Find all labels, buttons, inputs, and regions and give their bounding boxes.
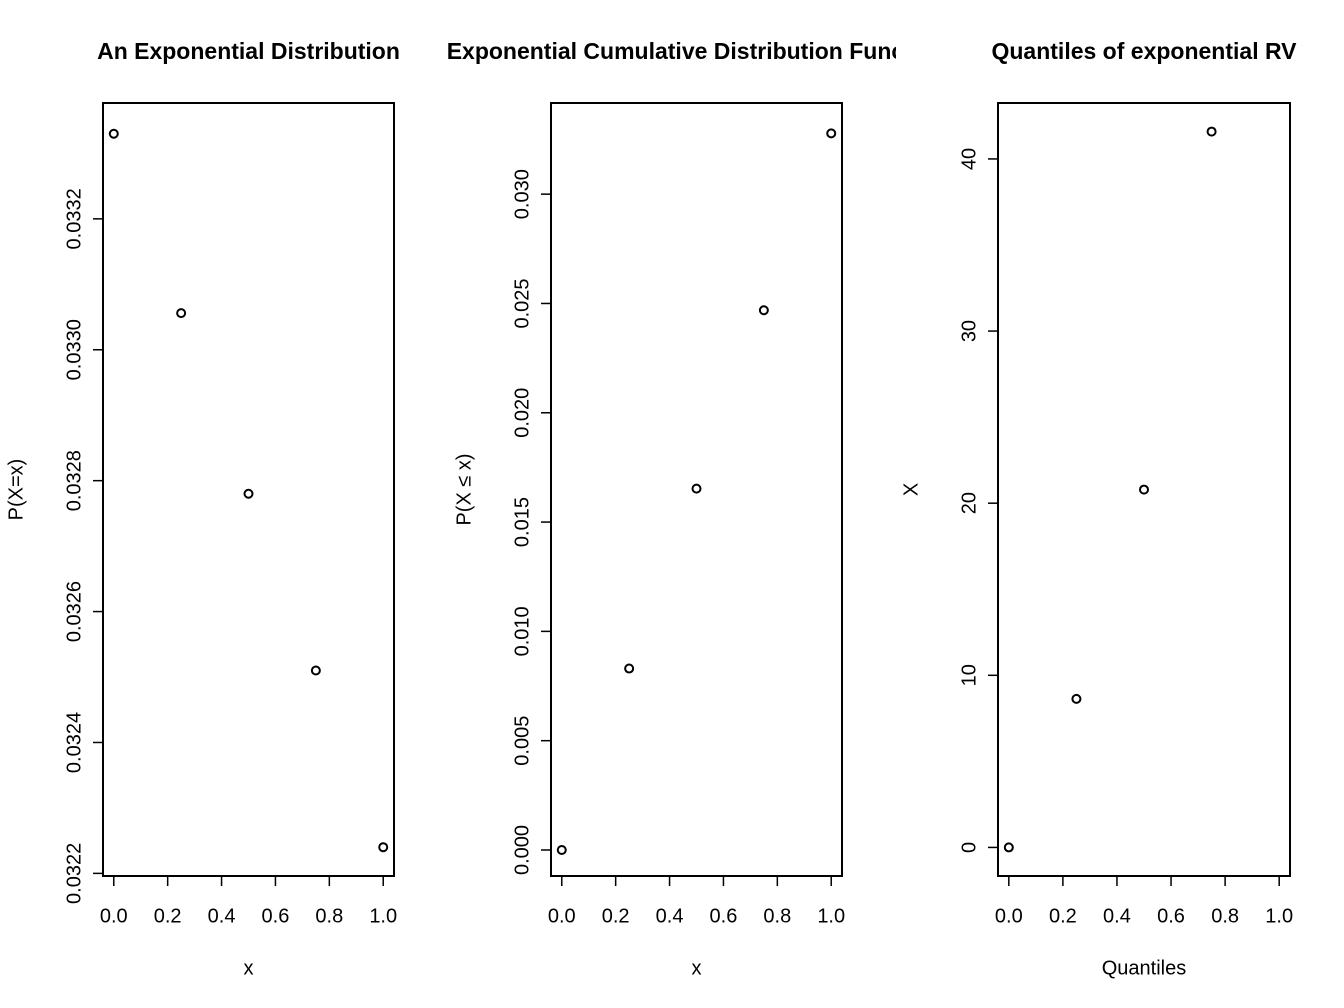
x-tick-label: 0.6 <box>262 905 290 927</box>
point <box>1071 693 1082 704</box>
x-tick-label: 1.0 <box>369 905 397 927</box>
point <box>691 483 702 494</box>
y-tick-label: 0.0332 <box>63 188 85 249</box>
y-axis-label: X <box>900 483 922 496</box>
y-tick-label: 20 <box>958 492 980 514</box>
point <box>624 663 635 674</box>
x-tick-label: 1.0 <box>1265 905 1293 927</box>
point <box>1206 126 1217 137</box>
x-axis-label: x <box>244 957 254 979</box>
y-axis-label: P(X=x) <box>5 459 27 521</box>
panel-title: An Exponential Distribution <box>97 38 400 64</box>
panel-title: Quantiles of exponential RV <box>991 38 1297 64</box>
x-tick-label: 0.6 <box>710 905 738 927</box>
y-tick-label: 40 <box>958 148 980 170</box>
x-axis-label: x <box>692 957 702 979</box>
point <box>108 128 119 139</box>
point <box>1139 484 1149 495</box>
y-tick-label: 0 <box>958 842 980 853</box>
y-tick-label: 0.015 <box>511 497 533 547</box>
y-tick-label: 30 <box>958 320 980 342</box>
plot-box <box>102 102 395 877</box>
x-tick-label: 0.2 <box>1049 905 1077 927</box>
point <box>310 665 321 676</box>
panel: An Exponential Distribution x P(X=x) 0.0 0.2… <box>5 38 400 979</box>
x-tick-label: 0.8 <box>763 905 791 927</box>
x-tick-label: 0.4 <box>1103 905 1131 927</box>
point <box>826 128 837 139</box>
y-tick-label: 0.0324 <box>63 712 85 773</box>
x-tick-label: 0.8 <box>315 905 343 927</box>
panel: Exponential Cumulative Distribution Func… <box>447 38 947 979</box>
y-tick-label: 0.030 <box>511 169 533 219</box>
x-tick-label: 0.0 <box>548 905 576 927</box>
x-tick-label: 0.2 <box>154 905 182 927</box>
point <box>758 305 769 316</box>
y-tick-label: 0.0328 <box>63 450 85 511</box>
point <box>556 844 567 855</box>
y-tick-label: 0.0322 <box>63 843 85 904</box>
x-tick-label: 0.6 <box>1157 905 1185 927</box>
y-axis-label: P(X ≤ x) <box>453 453 475 525</box>
y-tick-label: 0.005 <box>511 716 533 766</box>
y-tick-label: 10 <box>958 664 980 686</box>
y-tick-label: 0.000 <box>511 825 533 875</box>
x-tick-label: 0.4 <box>208 905 236 927</box>
panel: Quantiles of exponential RV Quantiles X 0.0… <box>900 38 1297 979</box>
x-tick-label: 0.2 <box>602 905 630 927</box>
x-tick-label: 0.4 <box>656 905 684 927</box>
y-tick-label: 0.0326 <box>63 581 85 642</box>
point <box>1003 842 1014 853</box>
x-tick-label: 1.0 <box>817 905 845 927</box>
point <box>176 308 187 319</box>
x-tick-label: 0.0 <box>100 905 128 927</box>
x-tick-label: 0.0 <box>995 905 1023 927</box>
point <box>243 488 254 499</box>
point <box>378 842 389 853</box>
x-axis-label: Quantiles <box>1102 957 1187 979</box>
panel-title: Exponential Cumulative Distribution Func… <box>447 38 947 64</box>
plot-box <box>997 102 1291 877</box>
y-tick-label: 0.025 <box>511 278 533 328</box>
y-tick-label: 0.010 <box>511 606 533 656</box>
plot-box <box>550 102 843 877</box>
y-tick-label: 0.020 <box>511 388 533 438</box>
x-tick-label: 0.8 <box>1211 905 1239 927</box>
y-tick-label: 0.0330 <box>63 319 85 380</box>
